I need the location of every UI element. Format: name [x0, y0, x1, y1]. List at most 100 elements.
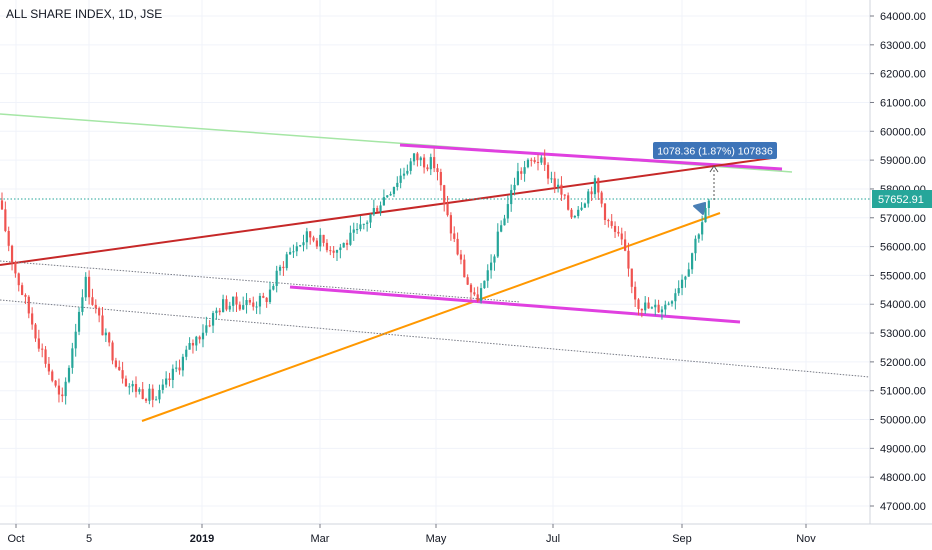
candle-body — [513, 184, 516, 191]
candle-body — [382, 197, 385, 206]
candle-body — [490, 262, 493, 271]
last-price-label: 57652.91 — [878, 194, 924, 206]
candle-body — [161, 384, 164, 390]
candle-body — [302, 242, 305, 246]
candle-body — [10, 245, 14, 263]
candle-body — [108, 332, 111, 343]
candle-body — [506, 204, 509, 219]
candle-body — [590, 191, 593, 195]
candle-body — [570, 209, 573, 218]
price-axis[interactable]: 47000.00 48000.00 49000.00 50000.00 51000.00… — [869, 0, 932, 524]
measure-label-box[interactable] — [653, 142, 777, 159]
time-tick-label: 5 — [86, 533, 92, 545]
candle-body — [557, 184, 560, 187]
candle-body — [71, 348, 74, 368]
candle-body — [530, 159, 533, 161]
candle-body — [21, 285, 24, 295]
candle-body — [31, 313, 34, 325]
candle-body — [215, 310, 218, 314]
candle-body — [392, 186, 396, 194]
candle-body — [670, 301, 674, 304]
candle-body — [630, 268, 633, 287]
candle-body — [443, 185, 446, 204]
candle-body — [500, 225, 503, 232]
candle-body — [121, 370, 124, 379]
candle-body — [325, 242, 329, 251]
candle-body — [654, 304, 657, 308]
candle-body — [345, 242, 349, 245]
candle-body — [24, 294, 27, 297]
candle-body — [57, 385, 61, 395]
candle-body — [624, 239, 627, 251]
candle-body — [312, 237, 315, 241]
candle-body — [637, 299, 640, 309]
chart-grid — [0, 0, 870, 524]
candle-body — [697, 234, 700, 239]
trendline-lower-channel[interactable] — [289, 285, 741, 324]
candle-body — [299, 245, 302, 247]
candle-body — [342, 242, 345, 248]
candle-body — [339, 247, 342, 251]
candle-body — [74, 331, 77, 349]
price-tick-label: 62000.00 — [880, 69, 926, 81]
candle-body — [175, 367, 178, 369]
candle-body — [526, 159, 530, 168]
candle-body — [597, 178, 600, 193]
candle-body — [650, 307, 653, 309]
candle-body — [282, 266, 285, 269]
time-tick-label: Jul — [546, 533, 560, 545]
candle-body — [101, 315, 104, 336]
candle-body — [687, 269, 690, 277]
candle-body — [168, 378, 171, 381]
candle-body — [322, 234, 325, 243]
candle-body — [553, 178, 556, 187]
candle-body — [399, 175, 402, 183]
candle-body — [128, 386, 131, 388]
candle-body — [546, 164, 550, 179]
price-tick-label: 61000.00 — [880, 97, 926, 109]
candle-body — [114, 360, 117, 367]
time-tick-label: Sep — [672, 533, 692, 545]
candle-body — [416, 153, 419, 161]
trendline-red[interactable] — [0, 157, 773, 266]
time-axis[interactable]: Oct 5 2019 Mar May Jul Sep Nov — [0, 523, 932, 545]
candle-body — [620, 233, 623, 240]
candle-body — [285, 254, 288, 269]
candle-body — [54, 380, 57, 386]
candle-body — [479, 288, 483, 301]
candle-body — [543, 157, 546, 165]
candle-body — [77, 311, 81, 332]
trendline-orange[interactable] — [141, 212, 721, 422]
candle-body — [583, 203, 586, 208]
chart-title: ALL SHARE INDEX, 1D, JSE — [6, 7, 162, 21]
candle-body — [272, 285, 275, 290]
candle-body — [191, 343, 195, 346]
candle-body — [701, 222, 704, 235]
candle-body — [613, 225, 617, 232]
candle-body — [473, 292, 476, 295]
measure-arrow-icon — [709, 165, 719, 173]
candle-body — [248, 299, 251, 303]
candle-body — [171, 368, 174, 381]
candle-body — [111, 342, 114, 361]
trendline-dotted-lower[interactable] — [0, 299, 871, 378]
candle-body — [91, 297, 94, 305]
candle-body — [181, 356, 184, 371]
candle-body — [138, 389, 141, 392]
candle-body — [98, 308, 101, 316]
price-tick-label: 54000.00 — [880, 299, 926, 311]
candle-body — [563, 194, 566, 196]
candle-body — [198, 336, 201, 340]
candle-body — [151, 388, 154, 400]
candle-body — [104, 332, 107, 336]
candle-body — [225, 299, 228, 310]
candle-body — [17, 273, 20, 286]
candle-body — [94, 304, 97, 309]
candle-body — [349, 232, 352, 245]
candle-body — [218, 310, 221, 313]
price-tick-label: 53000.00 — [880, 328, 926, 340]
price-tick-label: 51000.00 — [880, 386, 926, 398]
candle-body — [228, 305, 231, 310]
arrow-marker-icon[interactable] — [693, 202, 706, 215]
